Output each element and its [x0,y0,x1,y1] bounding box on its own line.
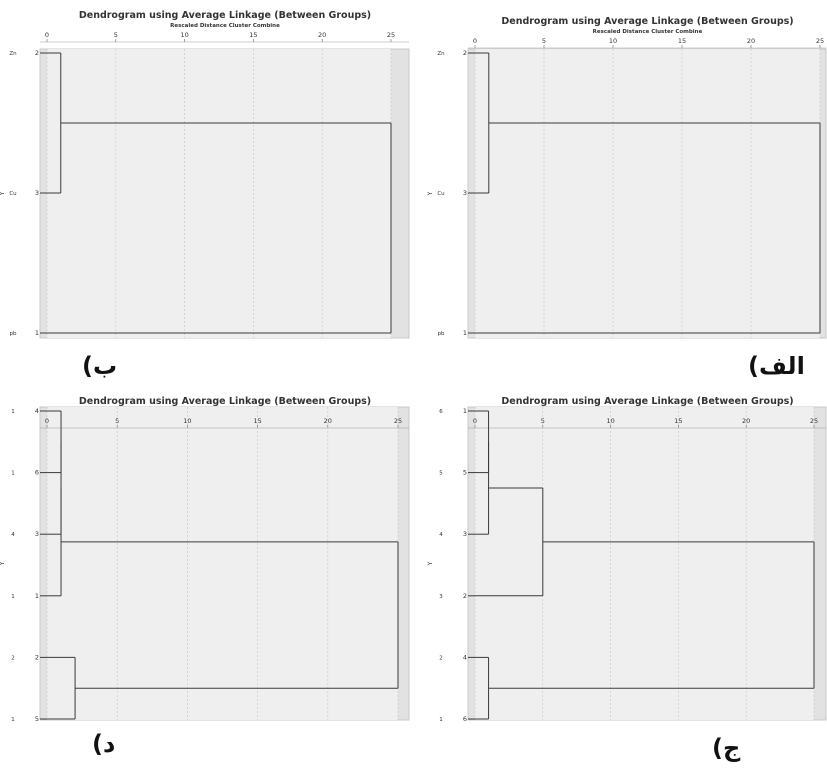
x-tick-label: 5 [542,37,546,45]
leaf-number: 2 [463,592,467,600]
x-tick-label: 25 [816,37,824,45]
dendrogram-chart: Dendrogram using Average Linkage (Betwee… [427,396,827,723]
plot-area [47,49,391,338]
chart-subtitle: Rescaled Distance Cluster Combine [593,29,703,35]
plot-area [475,407,814,720]
dendrogram-chart: Dendrogram using Average Linkage (Betwee… [0,10,410,339]
x-tick-label: 15 [678,37,686,45]
dendrogram-panel-bottom-left: Dendrogram using Average Linkage (Betwee… [0,396,410,732]
plot-area [475,49,820,338]
leaf-label: 1 [11,471,15,477]
leaf-label: 3 [439,594,443,600]
leaf-number: 3 [35,530,39,538]
x-tick-label: 10 [609,37,617,45]
x-tick-label: 10 [180,31,188,39]
leaf-number: 4 [35,407,39,415]
leaf-number: 3 [35,189,39,197]
leaf-label: 1 [11,409,15,415]
chart-title: Dendrogram using Average Linkage (Betwee… [79,396,371,407]
leaf-label: 1 [11,594,15,600]
leaf-label: 5 [439,471,443,477]
leaf-number: 1 [463,407,467,415]
leaf-number: 1 [463,329,467,337]
leaf-number: 6 [463,715,467,723]
leaf-label: 2 [439,655,443,661]
chart-title: Dendrogram using Average Linkage (Betwee… [501,16,793,27]
caption-jim: ج) [712,734,741,762]
leaf-label: 4 [11,532,15,538]
y-axis-label: Y [0,561,6,566]
leaf-label: Cu [437,191,444,197]
leaf-number: 3 [463,189,467,197]
dendrogram-panel-top-right: Dendrogram using Average Linkage (Betwee… [422,0,827,354]
x-tick-label: 20 [747,37,755,45]
leaf-label: Zn [437,51,445,57]
leaf-label: pb [438,331,445,337]
dendrogram-chart: Dendrogram using Average Linkage (Betwee… [427,16,827,339]
plot-area [47,407,398,720]
caption-alef: الف) [748,352,805,380]
leaf-label: 1 [439,717,443,723]
leaf-number: 2 [463,49,467,57]
y-axis-label: Y [0,191,6,196]
x-tick-label: 0 [473,37,477,45]
leaf-number: 1 [35,329,39,337]
leaf-label: Zn [9,51,17,57]
dendrogram-chart: Dendrogram using Average Linkage (Betwee… [0,396,410,723]
x-tick-label: 0 [45,31,49,39]
leaf-number: 5 [35,715,39,723]
leaf-label: 1 [11,717,15,723]
leaf-number: 2 [35,49,39,57]
leaf-label: 4 [439,532,443,538]
chart-title: Dendrogram using Average Linkage (Betwee… [79,10,371,21]
leaf-number: 5 [463,469,467,477]
y-axis-label: Y [427,191,434,196]
x-tick-label: 20 [318,31,326,39]
x-tick-label: 15 [249,31,257,39]
leaf-number: 6 [35,469,39,477]
caption-d: د) [92,730,116,758]
leaf-label: Cu [9,191,16,197]
leaf-number: 4 [463,653,467,661]
dendrogram-panel-top-left: Dendrogram using Average Linkage (Betwee… [0,0,410,354]
leaf-number: 3 [463,530,467,538]
leaf-label: pb [10,331,17,337]
chart-subtitle: Rescaled Distance Cluster Combine [170,23,280,29]
chart-title: Dendrogram using Average Linkage (Betwee… [501,396,793,407]
leaf-number: 1 [35,592,39,600]
dendrogram-panel-bottom-right: Dendrogram using Average Linkage (Betwee… [422,396,827,732]
y-axis-label: Y [427,561,434,566]
leaf-label: 6 [439,409,443,415]
caption-b: ب) [82,352,118,380]
leaf-label: 2 [11,655,15,661]
x-tick-label: 25 [387,31,395,39]
leaf-number: 2 [35,653,39,661]
x-tick-label: 5 [114,31,118,39]
